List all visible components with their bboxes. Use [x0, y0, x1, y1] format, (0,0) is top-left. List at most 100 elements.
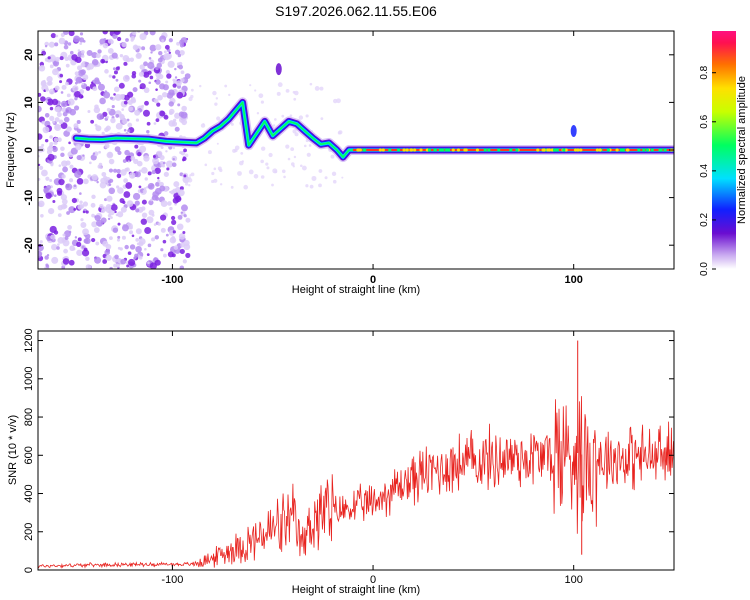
noise-speck — [143, 87, 150, 94]
noise-speck — [180, 78, 185, 83]
noise-speck — [117, 187, 124, 194]
noise-speck — [74, 71, 79, 76]
noise-speck — [179, 49, 185, 56]
noise-speck — [133, 256, 137, 260]
noise-speck — [204, 163, 208, 167]
noise-speck — [174, 112, 181, 119]
noise-speck — [127, 122, 133, 128]
noise-speck — [148, 184, 153, 189]
noise-speck — [61, 84, 67, 90]
noise-speck — [57, 204, 64, 211]
noise-speck — [123, 191, 131, 198]
noise-speck — [38, 177, 41, 181]
noise-speck — [117, 150, 122, 155]
noise-speck — [146, 216, 154, 224]
noise-speck — [293, 97, 297, 101]
noise-speck — [115, 122, 123, 130]
band-highlight — [615, 148, 619, 152]
noise-speck — [139, 83, 146, 90]
noise-speck — [148, 81, 152, 85]
noise-speck — [47, 56, 51, 60]
band-highlight — [483, 148, 487, 152]
noise-speck — [73, 123, 79, 129]
noise-speck — [183, 239, 190, 247]
noise-speck — [174, 126, 180, 132]
noise-speck — [120, 258, 127, 265]
noise-speck — [160, 248, 164, 252]
noise-speck — [144, 100, 149, 106]
noise-speck — [160, 227, 166, 233]
noise-speck — [166, 92, 174, 99]
noise-speck — [341, 176, 344, 179]
noise-speck — [260, 146, 266, 151]
noise-speck — [54, 42, 59, 47]
noise-speck — [54, 85, 60, 91]
noise-speck — [309, 184, 314, 189]
noise-speck — [309, 82, 313, 86]
noise-speck — [305, 114, 309, 118]
noise-speck — [123, 100, 128, 105]
noise-speck — [159, 185, 166, 192]
noise-speck — [113, 86, 120, 93]
noise-speck — [73, 207, 77, 211]
band-highlight — [663, 148, 667, 152]
noise-speck — [57, 243, 60, 246]
noise-speck — [69, 108, 77, 116]
noise-speck — [260, 159, 264, 164]
noise-speck — [139, 33, 147, 41]
noise-speck — [48, 88, 55, 95]
noise-speck — [102, 42, 109, 49]
noise-speck — [120, 206, 127, 213]
noise-speck — [129, 244, 136, 250]
noise-speck — [158, 73, 164, 80]
band-highlight — [409, 148, 413, 152]
noise-speck — [301, 165, 307, 171]
noise-speck — [125, 57, 131, 63]
x-tick-label: 100 — [565, 274, 583, 286]
noise-speck — [53, 194, 57, 197]
noise-speck — [171, 162, 177, 167]
noise-speck — [125, 182, 133, 189]
spectrogram-marks — [38, 31, 674, 269]
noise-speck — [149, 31, 156, 36]
noise-speck — [58, 119, 64, 125]
noise-speck — [338, 130, 343, 135]
noise-speck — [69, 245, 75, 252]
noise-speck — [169, 236, 177, 244]
noise-speck — [151, 170, 156, 175]
noise-speck — [272, 124, 276, 127]
noise-speck — [153, 223, 157, 226]
noise-speck — [103, 175, 108, 181]
noise-speck — [178, 64, 183, 70]
noise-speck — [117, 246, 121, 250]
noise-speck — [127, 91, 134, 98]
noise-speck — [294, 90, 299, 96]
noise-speck — [115, 114, 120, 118]
noise-speck — [129, 230, 134, 235]
noise-speck — [135, 228, 142, 235]
noise-speck — [180, 211, 184, 214]
noise-speck — [123, 61, 128, 66]
noise-speck — [113, 168, 118, 173]
noise-speck — [168, 38, 173, 43]
colorbar-gradient — [712, 31, 736, 269]
noise-speck — [73, 105, 80, 111]
noise-speck — [150, 51, 153, 54]
noise-speck — [179, 265, 185, 269]
noise-speck — [44, 112, 50, 118]
noise-speck — [101, 171, 107, 177]
noise-speck — [128, 106, 134, 112]
noise-speck — [167, 251, 174, 258]
noise-speck — [132, 87, 138, 93]
noise-speck — [116, 238, 120, 242]
noise-speck — [121, 235, 126, 240]
noise-speck — [256, 111, 260, 115]
y-tick-label: -10 — [23, 190, 35, 206]
noise-speck — [157, 222, 161, 226]
noise-speck — [138, 185, 142, 189]
noise-speck — [113, 70, 118, 75]
noise-speck — [116, 169, 121, 174]
noise-speck — [74, 96, 78, 101]
noise-speck — [148, 209, 155, 216]
